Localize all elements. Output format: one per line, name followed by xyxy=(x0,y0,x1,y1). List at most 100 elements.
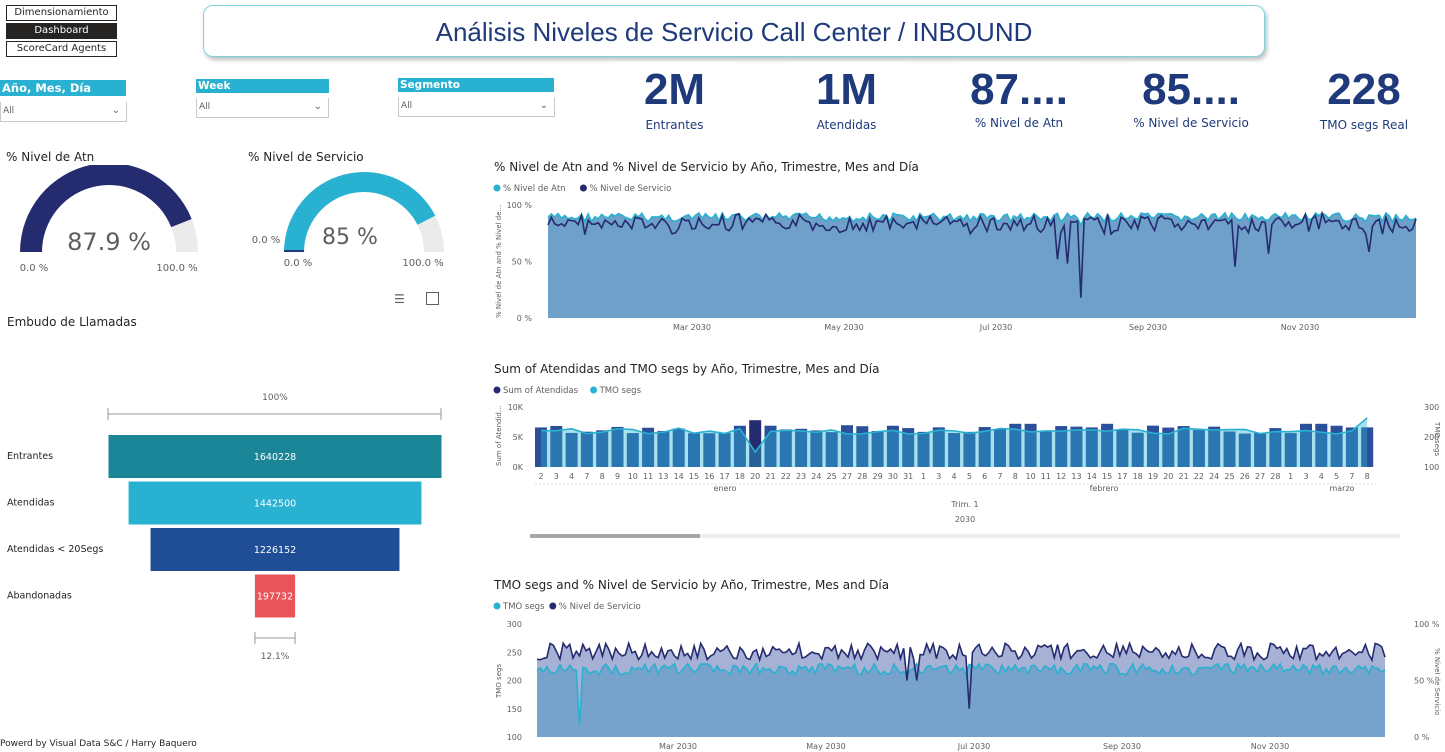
chart1: % Nivel de Atn % Nivel de Servicio % Nivel… xyxy=(493,184,1417,332)
slicer-segmento-value: All xyxy=(401,101,413,111)
chart2-bar xyxy=(810,430,823,467)
card-entrantes-value: 2M xyxy=(643,65,706,114)
chart2-ytick: 10K xyxy=(508,403,524,412)
chart2-scrollbar-thumb[interactable] xyxy=(530,534,700,538)
chart2-bar xyxy=(672,428,685,467)
chart2-bar xyxy=(1345,427,1358,467)
chart2-day-label: 21 xyxy=(1179,472,1189,481)
chart2-bar xyxy=(902,428,915,467)
chart2-bar xyxy=(795,428,808,467)
chart2-day-label: 25 xyxy=(1224,472,1234,481)
gauge-atn-value: 87.9 % xyxy=(67,228,151,256)
funnel-top-pct: 100% xyxy=(262,393,288,403)
slicer-week-value: All xyxy=(199,102,211,112)
chart3-xtick: Sep 2030 xyxy=(1103,742,1141,751)
legend-marker xyxy=(549,602,557,610)
chart2-bar xyxy=(1162,427,1175,467)
chart3-ytick: 200 xyxy=(507,677,522,686)
chart3-ylabel: TMO segs xyxy=(495,664,503,699)
chart3-ytick-right: 0 % xyxy=(1414,733,1430,742)
chart2-day-label: 15 xyxy=(1102,472,1112,481)
chart2-bar xyxy=(1284,433,1297,467)
chart2-day-label: 16 xyxy=(704,472,714,481)
chart3-series-tmo xyxy=(536,661,1386,726)
card-tmo-label: TMO segs Real xyxy=(1319,118,1409,132)
card-nivel-atn-label: % Nivel de Atn xyxy=(974,116,1064,130)
chart3-xtick: Mar 2030 xyxy=(659,742,697,751)
footer-credit: Powerd by Visual Data S&C / Harry Baquer… xyxy=(0,739,197,749)
chart2-day-label: 14 xyxy=(1087,472,1097,481)
chart2-day-label: 18 xyxy=(735,472,745,481)
chart2-day-label: 24 xyxy=(1209,472,1219,481)
gauge-servicio: 85 % 0.0 % 0.0 % 100.0 % xyxy=(252,172,444,269)
gauge-servicio-fill xyxy=(284,172,436,252)
chart2-ytick: 0K xyxy=(513,463,524,472)
funnel-chart: 100% Entrantes 1640228 Atendidas 1442500 Aten… xyxy=(7,393,442,662)
chart2-day-label: 10 xyxy=(1026,472,1036,481)
chart2-bar xyxy=(611,426,624,467)
card-atendidas-value: 1M xyxy=(815,65,878,114)
chart2-day-label: 20 xyxy=(750,472,760,481)
gauge-servicio-title: % Nivel de Servicio xyxy=(248,150,364,164)
chart2-bar xyxy=(1330,425,1343,467)
chart2-bar xyxy=(1131,432,1144,467)
chart2-day-label: 17 xyxy=(1117,472,1127,481)
chart2-day-label: 5 xyxy=(1334,472,1339,481)
card-nivel-servicio-label: % Nivel de Servicio xyxy=(1133,116,1249,130)
nav-scorecard-button[interactable]: ScoreCard Agents xyxy=(6,41,117,57)
chart2-bar xyxy=(596,430,609,467)
chart2-bar xyxy=(1085,427,1098,467)
legend-label: % Nivel de Atn xyxy=(503,184,566,194)
chart2-bar xyxy=(642,427,655,467)
chart2-day-label: 6 xyxy=(982,472,987,481)
page-title: Análisis Niveles de Servicio Call Center… xyxy=(203,5,1265,57)
legend-label: % Nivel de Servicio xyxy=(559,602,641,612)
funnel-stage-label: Abandonadas xyxy=(7,591,72,602)
chart3-ytick: 100 xyxy=(507,733,522,742)
card-nivel-servicio-value: 85.... xyxy=(1142,65,1240,114)
slicer-date-dropdown[interactable]: All ⌄ xyxy=(0,102,127,122)
chart2-ylabel-right: TMO segs xyxy=(1433,421,1441,456)
chart2-tmo-area xyxy=(541,417,1368,467)
funnel-bar xyxy=(128,481,422,525)
chart2-day-label: 5 xyxy=(967,472,972,481)
card-nivel-atn: 87.... % Nivel de Atn xyxy=(958,62,1080,142)
chart2-bar xyxy=(1223,431,1236,467)
gauge-servicio-min: 0.0 % xyxy=(284,258,313,269)
card-nivel-servicio: 85.... % Nivel de Servicio xyxy=(1130,62,1252,142)
chart2-bar xyxy=(978,427,991,467)
slicer-segmento-dropdown[interactable]: All ⌄ xyxy=(398,97,555,117)
chart2-day-label: 30 xyxy=(888,472,898,481)
chart2-day-label: 1 xyxy=(1288,472,1293,481)
chart2-day-label: 23 xyxy=(796,472,806,481)
chart2-day-label: 10 xyxy=(628,472,638,481)
chart1-xtick: Nov 2030 xyxy=(1281,323,1320,332)
chart2-bar xyxy=(1009,423,1022,467)
slicer-date-value: All xyxy=(3,106,15,116)
chart2-day-label: 24 xyxy=(811,472,821,481)
chart3-ytick-right: 100 % xyxy=(1414,620,1440,629)
card-atendidas-label: Atendidas xyxy=(816,118,877,132)
chart2-bar xyxy=(1101,423,1114,467)
nav-dashboard-button[interactable]: Dashboard xyxy=(6,23,117,39)
chart2-scrollbar-track xyxy=(530,534,1400,538)
chart2-day-label: 4 xyxy=(952,472,957,481)
chart3: TMO segs % Nivel de Servicio TMO segs % Niv… xyxy=(493,602,1441,751)
slicer-date-label: Año, Mes, Día xyxy=(0,80,126,96)
focus-mode-icon[interactable] xyxy=(426,292,439,305)
filter-icon[interactable]: ☰ xyxy=(394,292,405,306)
chart2-day-label: 4 xyxy=(569,472,574,481)
chart2-bar xyxy=(1055,426,1068,467)
chart2-day-label: 9 xyxy=(615,472,620,481)
chart2-day-label: 3 xyxy=(554,472,559,481)
legend-label: TMO segs xyxy=(599,386,642,396)
nav-dimensionamiento-button[interactable]: Dimensionamiento xyxy=(6,5,117,21)
chart2-day-label: 8 xyxy=(1013,472,1018,481)
chart2-day-label: 7 xyxy=(1349,472,1354,481)
chart2-bar xyxy=(1039,431,1052,467)
card-tmo-value: 228 xyxy=(1327,65,1401,114)
chart2-bar xyxy=(703,433,716,467)
chart2-bar xyxy=(1192,430,1205,467)
slicer-week-dropdown[interactable]: All ⌄ xyxy=(196,98,329,118)
chart2-bar xyxy=(886,425,899,467)
